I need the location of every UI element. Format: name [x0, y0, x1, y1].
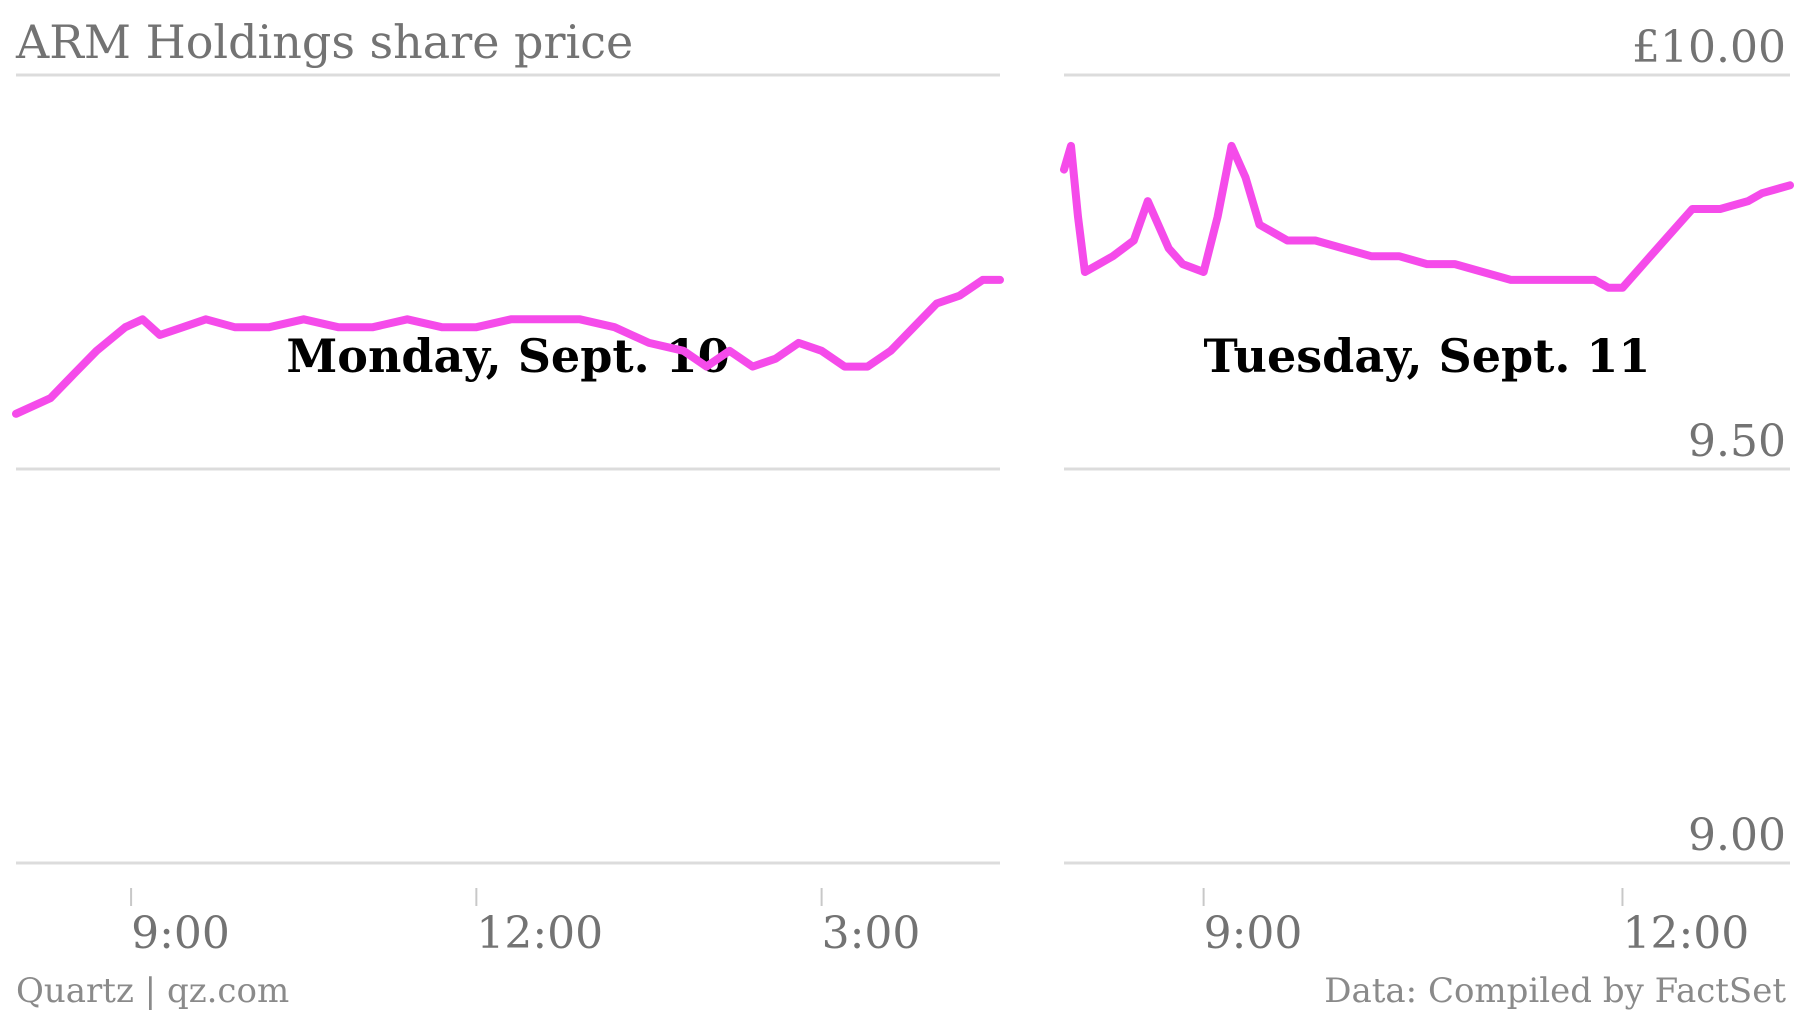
panel-2: 9.00 9.50 £10.00 Tuesday, Sept. 11 9:00 12:00 — [1060, 22, 1794, 959]
panel-1: Monday, Sept. 10 9:00 12:00 3:00 — [12, 73, 1004, 959]
source-left: Quartz | qz.com — [16, 971, 289, 1011]
y-tick-label: 9.50 — [1688, 416, 1786, 467]
source-right: Data: Compiled by FactSet — [1324, 971, 1786, 1011]
x-tick-label: 12:00 — [476, 908, 603, 959]
panel-title: Tuesday, Sept. 11 — [1204, 329, 1651, 383]
y-tick-label: 9.00 — [1688, 810, 1786, 861]
y-tick-label: £10.00 — [1632, 22, 1786, 73]
x-tick-label: 9:00 — [131, 908, 230, 959]
series-line — [12, 275, 1004, 418]
series-line — [1060, 141, 1794, 292]
x-tick-label: 9:00 — [1204, 908, 1303, 959]
chart-title: ARM Holdings share price — [15, 15, 633, 69]
x-tick-label: 12:00 — [1622, 908, 1749, 959]
x-tick-label: 3:00 — [822, 908, 921, 959]
panel-title: Monday, Sept. 10 — [286, 329, 729, 383]
panels: Monday, Sept. 10 9:00 12:00 3:00 9.00 9.50 £10… — [12, 22, 1794, 959]
